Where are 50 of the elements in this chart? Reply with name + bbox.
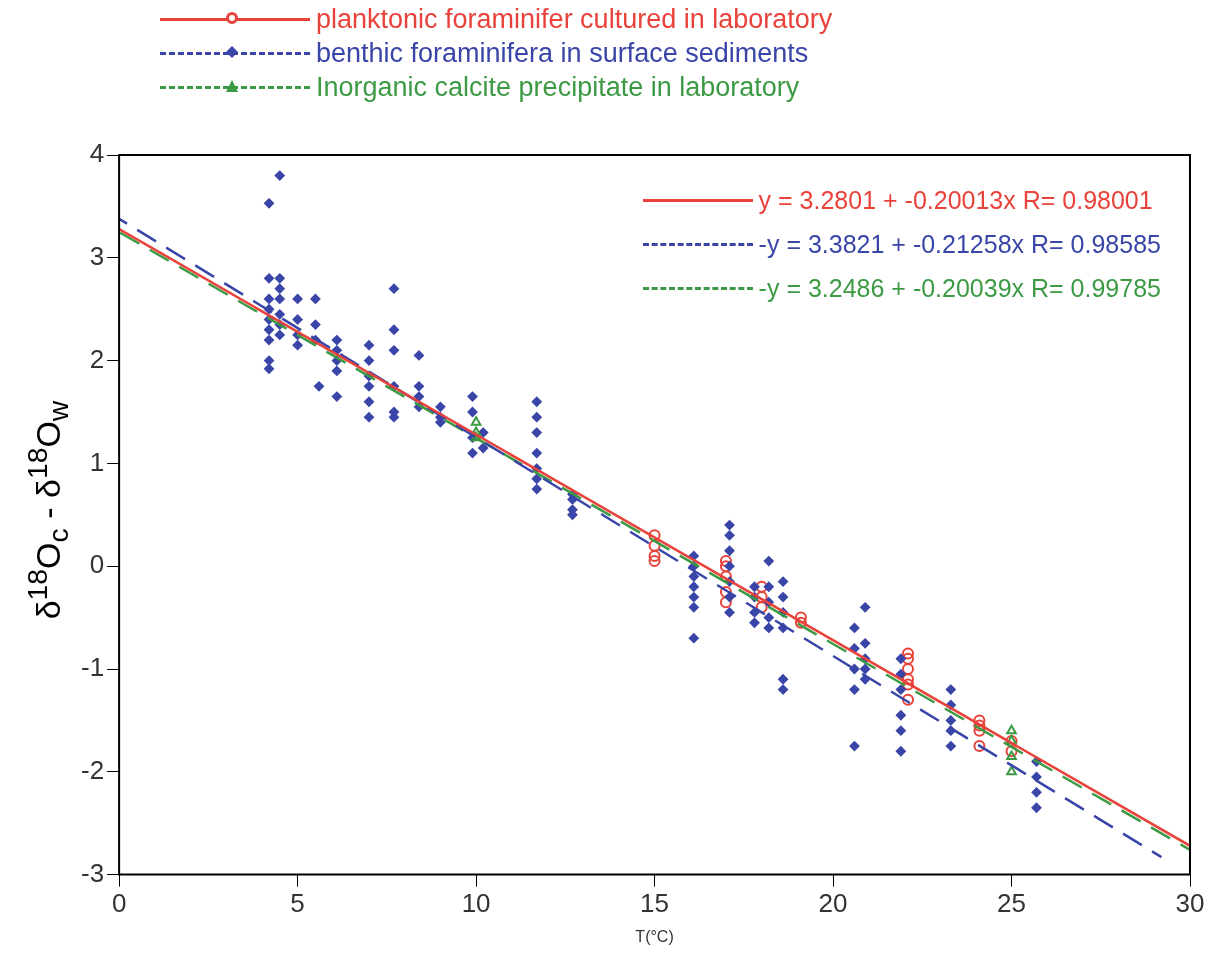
point (973, 714, 986, 727)
point (719, 560, 732, 573)
y-tick-label: -3 (80, 857, 105, 888)
y-tick-label: 2 (89, 343, 105, 374)
x-tick-label: 0 (111, 888, 127, 919)
point (470, 426, 482, 437)
text: Inorganic calcite precipitate in laboratory (316, 71, 800, 104)
text: benthic foraminifera in surface sediments (316, 37, 809, 70)
point (648, 529, 661, 542)
y-tick-label: 3 (89, 240, 105, 271)
point (719, 596, 732, 609)
legend-label: -y = 3.2486 + -0.20039x R= 0.99785 (758, 273, 1161, 304)
point (902, 678, 914, 691)
point (973, 724, 986, 737)
point (470, 431, 482, 442)
y-tick-label: -2 (80, 754, 105, 785)
x-tick-label: 5 (290, 888, 305, 919)
point (1006, 765, 1017, 776)
y-tick-label: 4 (89, 138, 105, 169)
legend-label: y = 3.2801 + -0.20013x R= 0.98001 (758, 185, 1153, 216)
point (755, 601, 768, 614)
point (973, 719, 986, 732)
x-tick-label: 15 (640, 888, 670, 919)
y-tick-label: 1 (89, 446, 105, 477)
x-tick-label: 20 (818, 888, 848, 919)
point (719, 555, 732, 568)
point (973, 740, 986, 753)
point (902, 693, 914, 706)
point (1006, 750, 1017, 760)
legend-label: -y = 3.3821 + -0.21258x R= 0.98585 (758, 229, 1161, 260)
point (902, 663, 914, 675)
point (470, 416, 482, 426)
point (902, 652, 914, 665)
x-tick-label: 30 (1175, 888, 1205, 919)
point (794, 611, 807, 624)
point (1006, 724, 1017, 735)
point (794, 616, 807, 629)
point (648, 539, 661, 552)
x-axis-title: T(°C) (635, 927, 674, 945)
point (755, 580, 768, 593)
point (1005, 745, 1018, 758)
point (902, 673, 914, 686)
x-tick-label: 25 (997, 888, 1026, 919)
point (902, 647, 914, 660)
x-tick-label: 10 (461, 888, 491, 919)
point (719, 585, 732, 598)
y-tick-label: -1 (80, 652, 105, 683)
point (648, 555, 661, 568)
text: planktonic foraminifer cultured in laboratory (316, 3, 833, 36)
y-tick-label: 0 (89, 549, 105, 580)
